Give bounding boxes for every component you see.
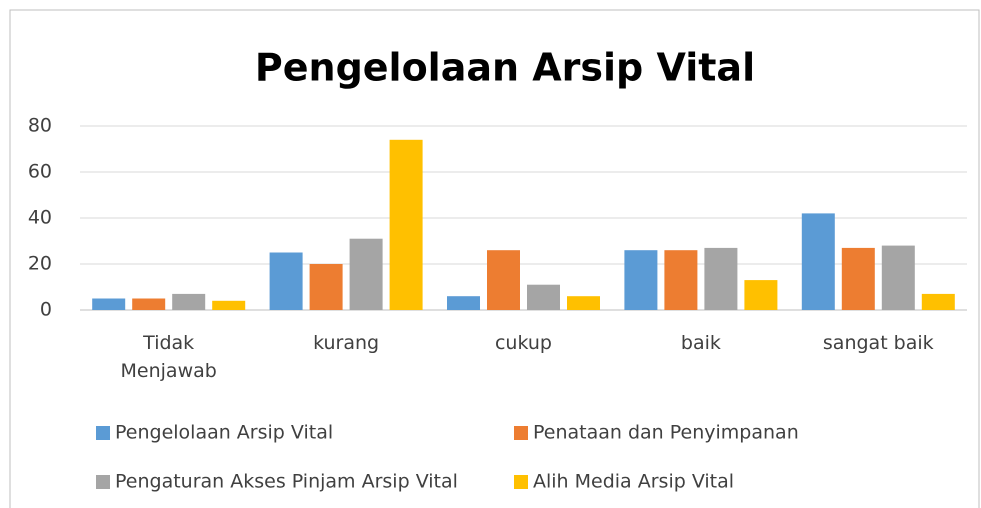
bar xyxy=(309,264,343,310)
bar xyxy=(704,247,738,310)
y-tick-label: 80 xyxy=(28,115,52,137)
legend-swatch xyxy=(96,475,110,489)
bar xyxy=(349,238,383,310)
bar xyxy=(132,298,166,310)
bar xyxy=(921,293,955,310)
y-tick-label: 20 xyxy=(28,253,52,275)
legend-swatch xyxy=(514,475,528,489)
bar xyxy=(744,280,778,310)
x-tick-label: cukup xyxy=(494,332,552,354)
bar xyxy=(389,139,423,310)
legend-swatch xyxy=(514,426,528,440)
bar xyxy=(487,250,520,310)
bar xyxy=(527,284,560,310)
y-tick-label: 0 xyxy=(40,299,52,321)
y-tick-label: 60 xyxy=(28,161,52,183)
x-tick-label: kurang xyxy=(313,332,380,354)
chart-frame xyxy=(9,9,980,508)
legend-label: Penataan dan Penyimpanan xyxy=(533,422,799,444)
y-tick-label: 40 xyxy=(28,207,52,229)
legend-label: Pengelolaan Arsip Vital xyxy=(115,422,333,444)
bar xyxy=(841,247,875,310)
x-tick-label: baik xyxy=(680,332,721,354)
legend-label: Pengaturan Akses Pinjam Arsip Vital xyxy=(115,471,458,493)
bar xyxy=(801,213,835,310)
bar xyxy=(664,250,698,310)
bar xyxy=(92,298,126,310)
bar xyxy=(212,300,246,310)
bar xyxy=(881,245,915,310)
bar xyxy=(172,293,206,310)
legend-swatch xyxy=(96,426,110,440)
bar xyxy=(447,296,480,310)
bar xyxy=(567,296,600,310)
bar xyxy=(624,250,658,310)
x-tick-label: sangat baik xyxy=(822,332,934,354)
legend-label: Alih Media Arsip Vital xyxy=(533,471,734,493)
x-tick-label: Tidak Menjawab xyxy=(120,332,217,382)
bar xyxy=(269,252,303,310)
chart-title: Pengelolaan Arsip Vital xyxy=(255,46,755,90)
